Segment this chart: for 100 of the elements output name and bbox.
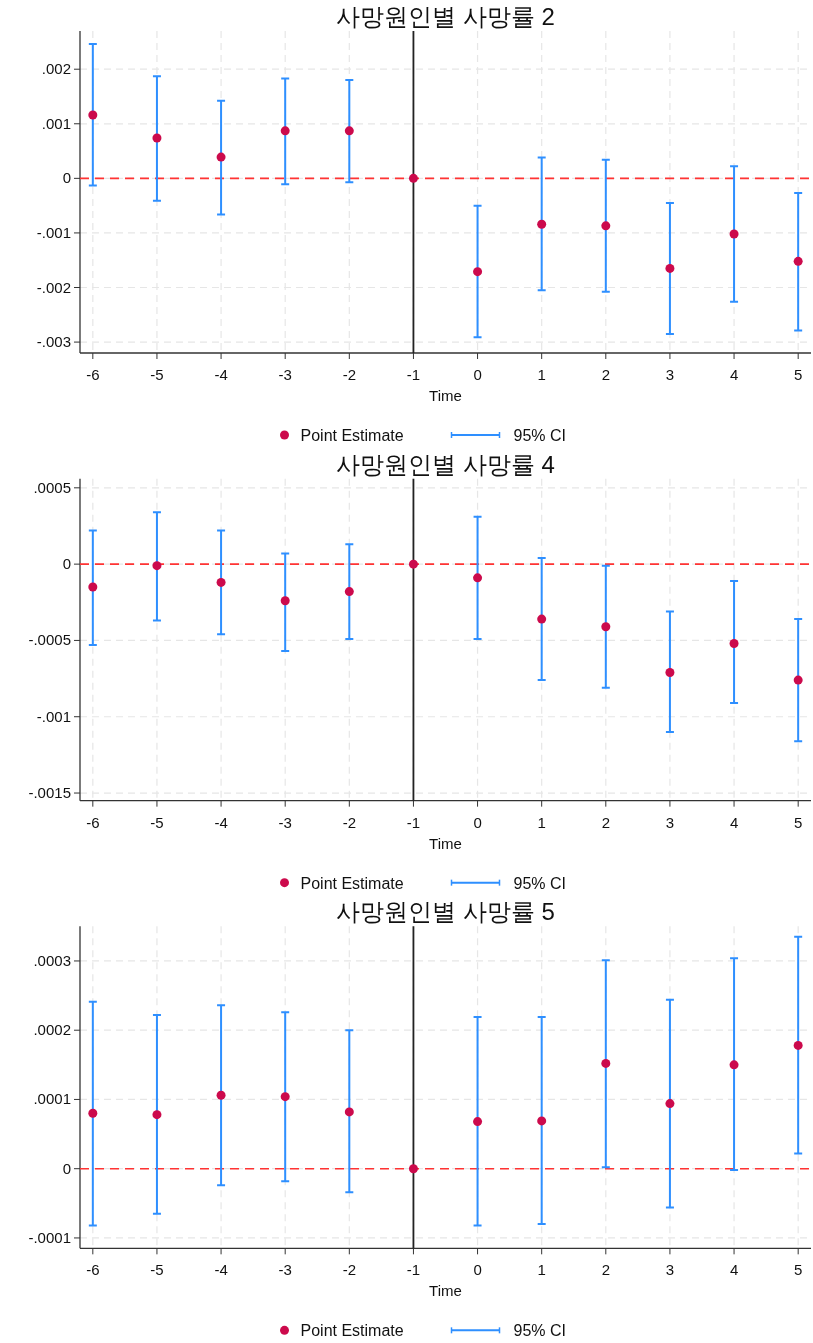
point <box>665 263 675 273</box>
point <box>152 1110 162 1120</box>
point <box>216 152 226 162</box>
x-axis-title: Time <box>429 387 462 404</box>
x-tick-label: 0 <box>473 366 482 383</box>
x-tick-label: -5 <box>150 813 164 831</box>
chart-title: 사망원인별 사망률 5 <box>336 898 555 926</box>
point <box>88 110 98 120</box>
y-tick-label: .0005 <box>33 478 71 496</box>
point <box>729 229 739 239</box>
x-axis-title: Time <box>429 1282 462 1300</box>
x-tick-label: -4 <box>214 813 228 831</box>
x-tick-label: 5 <box>794 813 803 831</box>
y-tick-label: -.0005 <box>28 631 71 649</box>
x-tick-label: -2 <box>342 1261 356 1279</box>
point <box>280 596 290 606</box>
x-tick-label: 2 <box>601 1261 610 1279</box>
y-tick-label: .0001 <box>33 1090 71 1108</box>
y-tick-label: .0003 <box>33 951 71 969</box>
point <box>665 667 675 677</box>
point <box>601 221 611 231</box>
point <box>665 1099 675 1109</box>
x-tick-label: -4 <box>214 1261 228 1279</box>
y-tick-label: 0 <box>62 169 71 187</box>
y-tick-label: -.003 <box>36 333 71 351</box>
x-tick-label: -1 <box>406 366 421 383</box>
legend-label: Point Estimate <box>300 427 404 444</box>
point <box>344 126 354 136</box>
text: 95% CI <box>513 427 566 444</box>
x-tick-label: 1 <box>537 366 546 383</box>
x-tick-label: 3 <box>665 366 675 383</box>
y-tick-label: 0 <box>62 1159 71 1177</box>
x-tick-label: -3 <box>278 813 292 831</box>
y-tick-label: .0002 <box>33 1021 71 1039</box>
point <box>537 614 547 624</box>
x-axis-title: Time <box>429 834 462 852</box>
point <box>793 256 803 266</box>
chart-title: 사망원인별 사망률 4 <box>336 450 555 478</box>
x-tick-label: -1 <box>406 813 421 831</box>
chart-title: 사망원인별 사망률 2 <box>336 3 555 30</box>
text: 95% CI <box>513 1322 566 1340</box>
point <box>537 219 547 229</box>
point <box>280 126 290 136</box>
x-tick-label: 1 <box>537 813 546 831</box>
x-tick-label: 4 <box>729 813 739 831</box>
point <box>216 577 226 587</box>
point <box>280 1092 290 1102</box>
point <box>601 622 611 632</box>
point <box>793 675 803 685</box>
y-tick-label: -.0015 <box>28 784 71 802</box>
point <box>216 1090 226 1100</box>
y-tick-label: .002 <box>41 60 71 78</box>
x-tick-label: -6 <box>86 1261 100 1279</box>
point <box>408 559 418 569</box>
x-tick-label: -2 <box>342 813 356 831</box>
x-tick-label: 0 <box>473 813 482 831</box>
point <box>408 1164 418 1174</box>
y-tick-label: .001 <box>41 114 71 132</box>
point <box>152 561 162 571</box>
point <box>601 1058 611 1068</box>
legend-label: Point Estimate <box>300 1322 404 1340</box>
point <box>473 267 483 277</box>
x-tick-label: -6 <box>86 813 100 831</box>
point <box>537 1116 547 1126</box>
point <box>152 133 162 143</box>
point <box>729 638 739 648</box>
y-tick-label: 0 <box>62 555 71 573</box>
x-tick-label: -2 <box>342 366 356 383</box>
x-tick-label: 1 <box>537 1261 546 1279</box>
x-tick-label: -5 <box>150 1261 164 1279</box>
point <box>793 1040 803 1050</box>
text: 95% CI <box>513 874 566 892</box>
x-tick-label: 5 <box>794 366 803 383</box>
x-tick-label: -3 <box>278 366 292 383</box>
point <box>408 173 418 183</box>
x-tick-label: 2 <box>601 813 610 831</box>
x-tick-label: 4 <box>729 1261 739 1279</box>
x-tick-label: 2 <box>601 366 610 383</box>
point <box>88 582 98 592</box>
point <box>473 1117 483 1127</box>
point <box>729 1060 739 1070</box>
legend-label: Point Estimate <box>300 874 404 892</box>
x-tick-label: 3 <box>665 1261 675 1279</box>
point <box>88 1108 98 1118</box>
point <box>344 587 354 597</box>
x-tick-label: 4 <box>729 366 739 383</box>
y-tick-label: -.001 <box>36 707 71 725</box>
x-tick-label: -4 <box>214 366 228 383</box>
x-tick-label: -1 <box>406 1261 421 1279</box>
point <box>473 573 483 583</box>
x-tick-label: -5 <box>150 366 164 383</box>
x-tick-label: 5 <box>794 1261 803 1279</box>
x-tick-label: 3 <box>665 813 675 831</box>
x-tick-label: -3 <box>278 1261 292 1279</box>
point <box>344 1107 354 1117</box>
y-tick-label: -.002 <box>36 278 71 296</box>
x-tick-label: 0 <box>473 1261 482 1279</box>
y-tick-label: -.0001 <box>28 1228 71 1246</box>
y-tick-label: -.001 <box>36 223 71 241</box>
x-tick-label: -6 <box>86 366 100 383</box>
